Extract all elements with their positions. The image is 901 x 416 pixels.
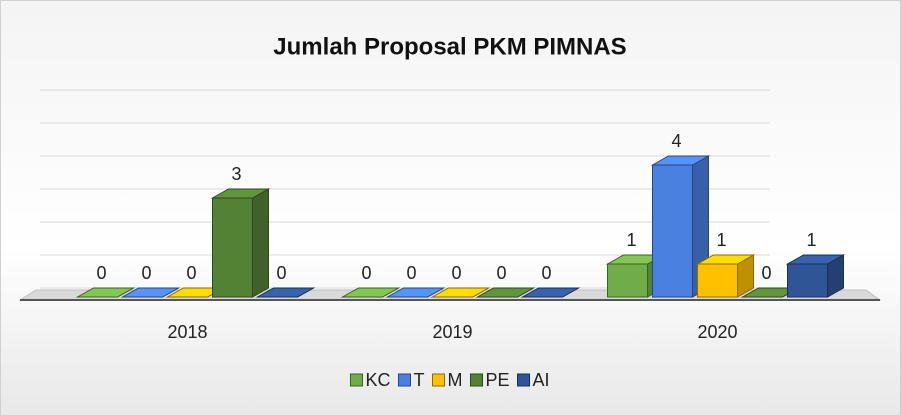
legend-swatch — [517, 373, 531, 387]
x-tick-label: 2018 — [167, 322, 207, 342]
legend-swatch — [397, 373, 411, 387]
legend-swatch — [469, 373, 483, 387]
legend-label: M — [447, 370, 462, 390]
data-label: 0 — [541, 263, 551, 283]
data-label: 4 — [671, 131, 681, 151]
data-label: 0 — [361, 263, 371, 283]
data-label: 0 — [186, 263, 196, 283]
bar — [607, 263, 648, 298]
data-label: 0 — [761, 263, 771, 283]
data-label: 0 — [496, 263, 506, 283]
legend-label: AI — [533, 370, 550, 390]
legend-label: PE — [485, 370, 509, 390]
legend-label: T — [413, 370, 424, 390]
data-label: 3 — [231, 164, 241, 184]
legend-swatch — [431, 373, 445, 387]
bar — [787, 263, 828, 298]
data-label: 0 — [96, 263, 106, 283]
bar — [697, 263, 738, 298]
data-label: 0 — [406, 263, 416, 283]
data-label: 0 — [276, 263, 286, 283]
x-tick-label: 2019 — [432, 322, 472, 342]
data-label: 0 — [141, 263, 151, 283]
bar-side — [252, 188, 269, 298]
chart-title: Jumlah Proposal PKM PIMNAS — [273, 33, 626, 60]
x-tick-label: 2020 — [697, 322, 737, 342]
bar — [212, 197, 253, 298]
data-label: 1 — [626, 230, 636, 250]
bar — [652, 164, 693, 298]
legend-label: KC — [365, 370, 390, 390]
legend-swatch — [349, 373, 363, 387]
data-label: 0 — [451, 263, 461, 283]
data-label: 1 — [806, 230, 816, 250]
data-label: 1 — [716, 230, 726, 250]
